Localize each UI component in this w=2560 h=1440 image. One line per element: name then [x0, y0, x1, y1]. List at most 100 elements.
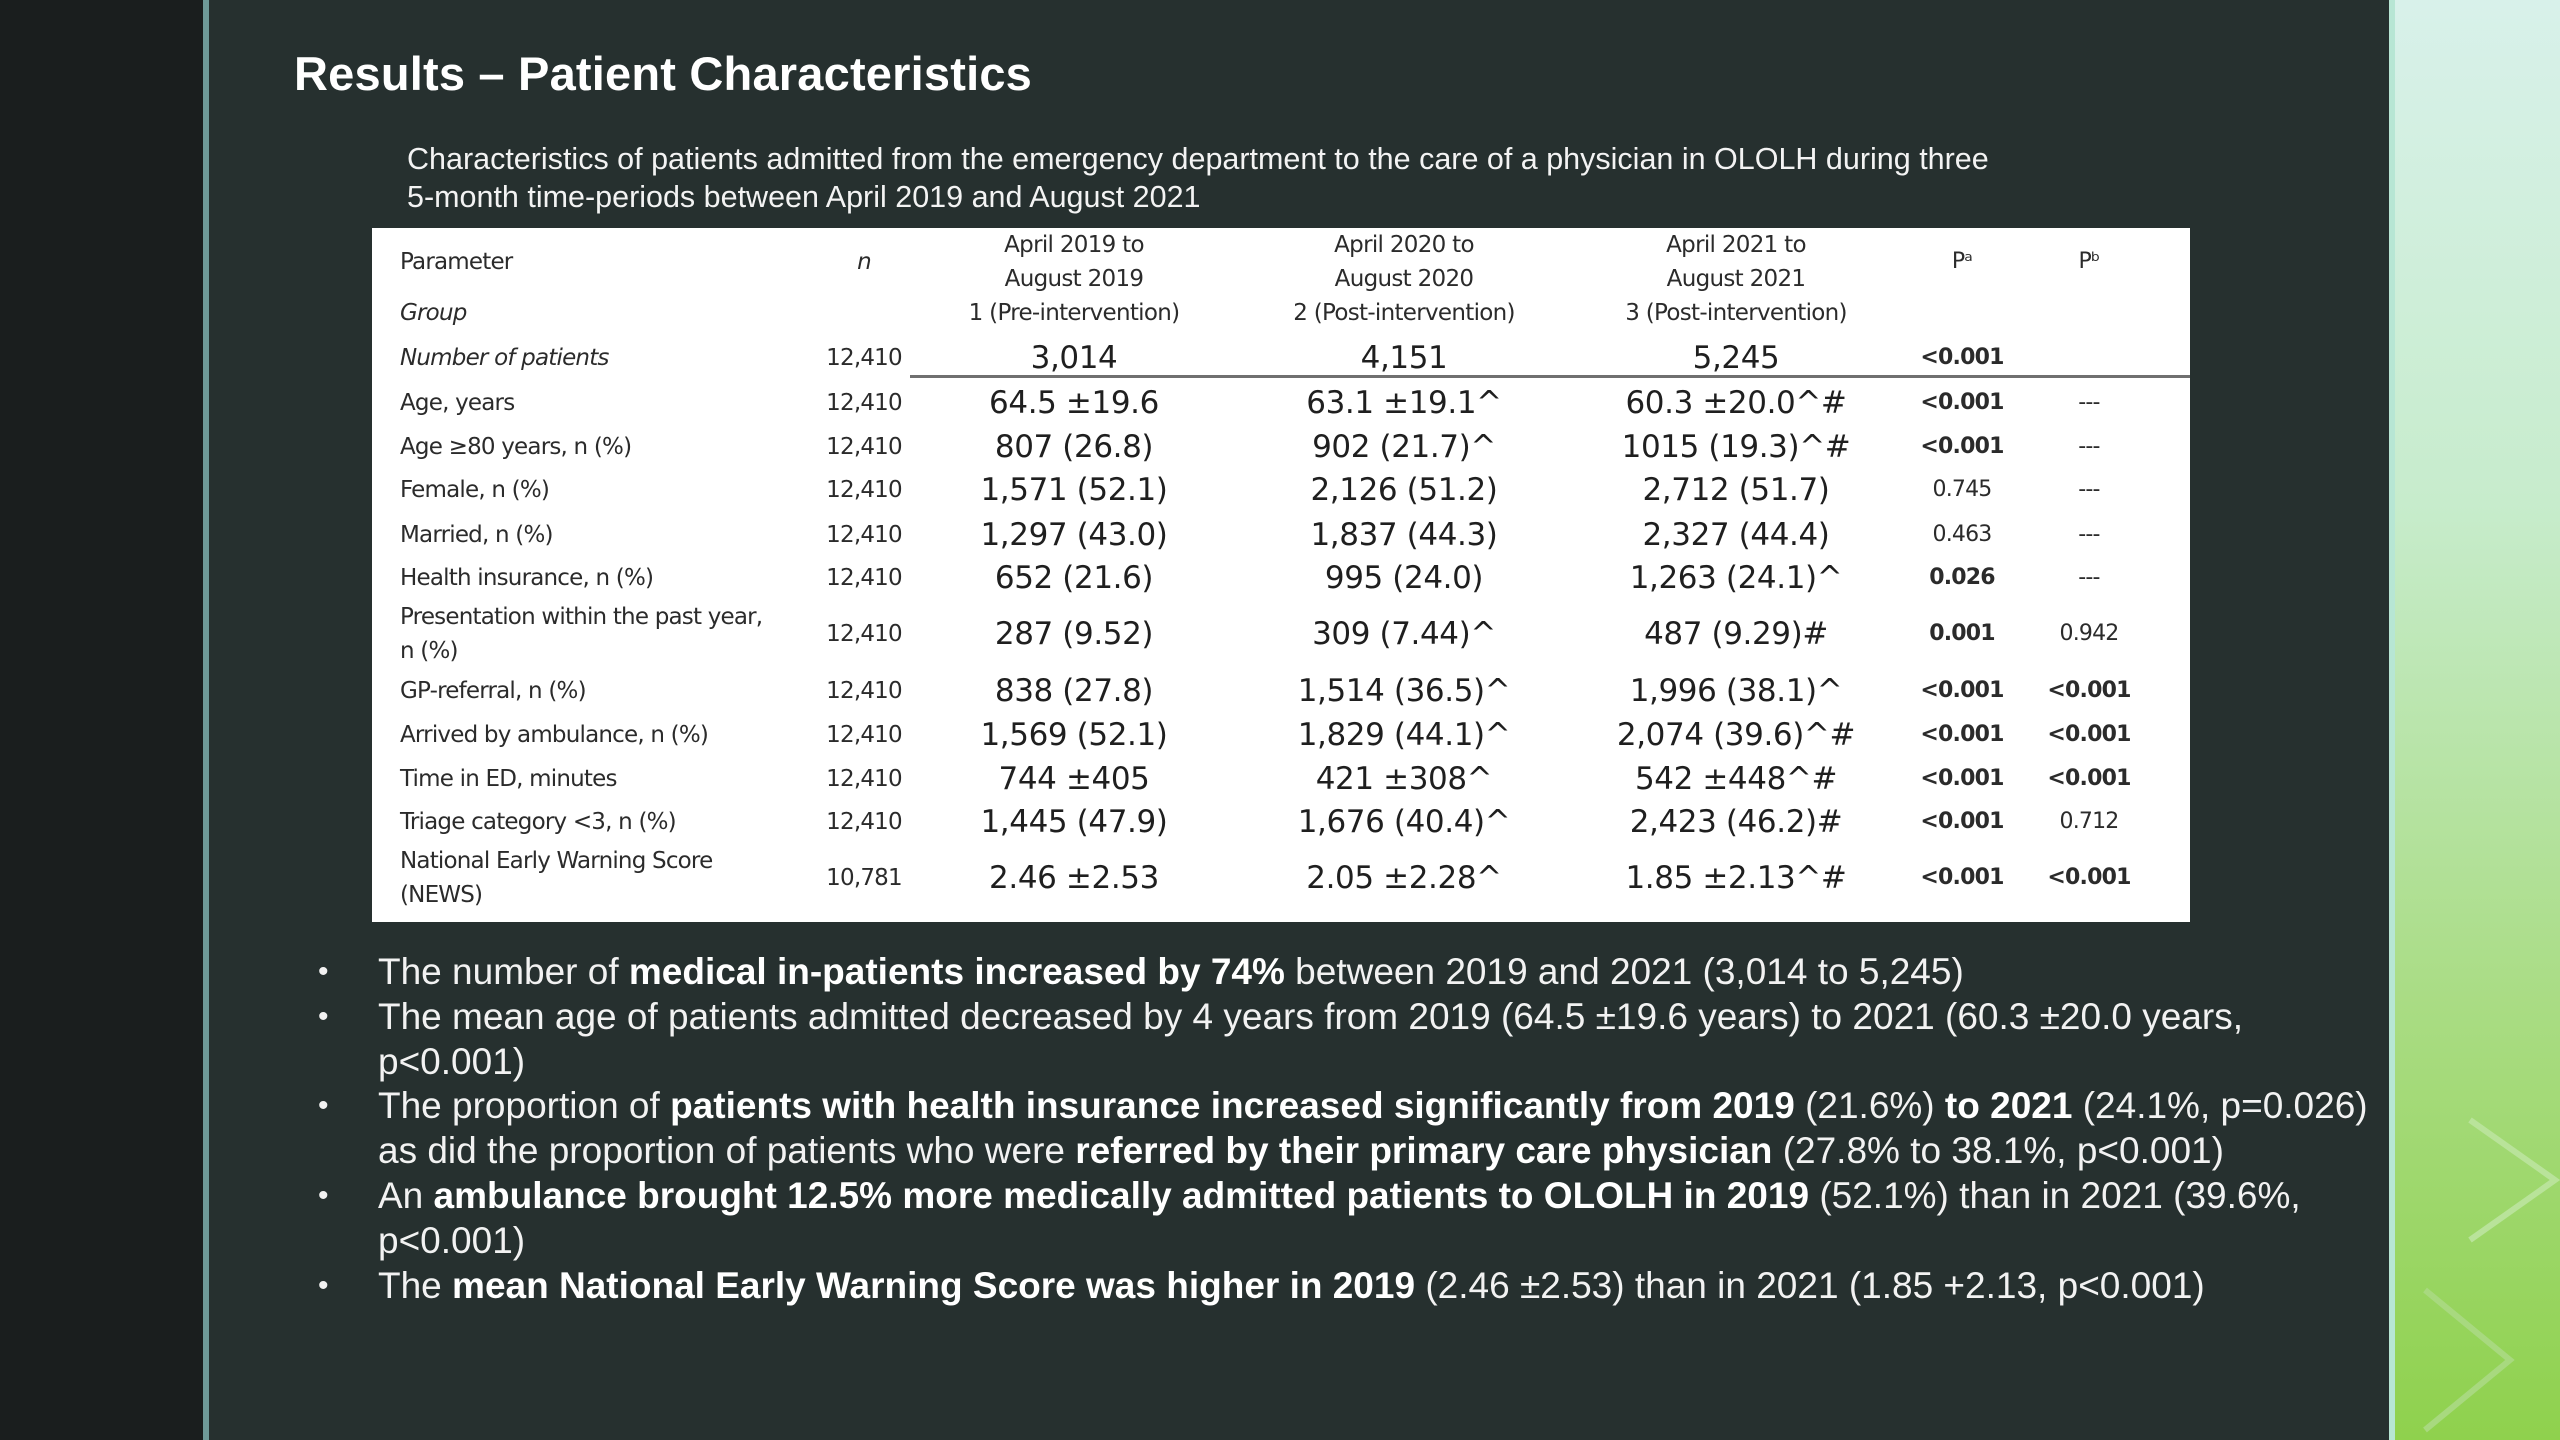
row-period-3-value: 60.3 ±20.0^#: [1625, 385, 1847, 421]
header-line: 3 (Post-intervention): [1625, 300, 1847, 326]
bullet-text: The: [378, 1264, 453, 1306]
bullet-item: • The number of medical in-patients incre…: [318, 950, 2368, 995]
header-period-3: April 2021 to August 2021 3 (Post-interv…: [1586, 228, 1886, 330]
header-line: August 2020: [1334, 266, 1474, 292]
row-p-b: <0.001: [2047, 678, 2131, 703]
row-period-1-value: 64.5 ±19.6: [989, 385, 1159, 421]
caption-line: Characteristics of patients admitted fro…: [407, 142, 1989, 176]
row-period-2-value: 1,514 (36.5)^: [1297, 673, 1511, 709]
row-p-b: <0.001: [2047, 722, 2131, 747]
row-p-b: ---: [2078, 477, 2100, 502]
bullet-dot: •: [318, 1089, 329, 1123]
bullet-item: • The mean National Early Warning Score w…: [318, 1264, 2368, 1309]
bullet-text: (2.46 ±2.53) than in 2021 (1.85 +2.13, p…: [1415, 1264, 2205, 1306]
row-period-2-value: 2.05 ±2.28^: [1306, 860, 1502, 896]
header-p-b: Pᵇ: [2078, 249, 2100, 274]
row-period-3-value: 542 ±448^#: [1634, 761, 1838, 797]
row-p-b: 0.712: [2059, 809, 2120, 834]
slide-title: Results – Patient Characteristics: [294, 47, 1033, 100]
row-p-b: 0.942: [2059, 621, 2120, 646]
row-parameter: Married, n (%): [400, 522, 554, 548]
bullet-text: between 2019 and 2021 (3,014 to 5,245): [1284, 951, 1964, 992]
row-p-b: ---: [2078, 434, 2100, 459]
row-parameter: GP-referral, n (%): [400, 678, 587, 704]
row-period-2-value: 63.1 ±19.1^: [1306, 385, 1502, 421]
left-margin: [0, 0, 203, 1440]
bullet-text: The number of: [378, 951, 629, 992]
row-parameter: Presentation within the past year, n (%): [400, 604, 763, 664]
row-period-1-value: 287 (9.52): [994, 616, 1154, 652]
row-period-3-value: 2,074 (39.6)^#: [1616, 717, 1856, 753]
header-line: August 2021: [1666, 266, 1806, 292]
characteristics-table: Parameter Group n April 2019 to August 2…: [372, 228, 2190, 922]
row-period-2-value: 2,126 (51.2): [1310, 472, 1498, 508]
row-period-2-value: 1,676 (40.4)^: [1297, 804, 1511, 840]
row-period-3-value: 1015 (19.3)^#: [1621, 429, 1851, 465]
row-period-1-value: 744 ±405: [998, 761, 1150, 797]
row-period-3-value: 1.85 ±2.13^#: [1625, 860, 1847, 896]
row-period-3-value: 2,423 (46.2)#: [1629, 804, 1843, 840]
row-period-2-value: 309 (7.44)^: [1312, 616, 1496, 652]
row-parameter: Age ≥80 years, n (%): [400, 434, 632, 460]
bullet-emphasis: ambulance brought 12.5% more medically a…: [433, 1174, 1810, 1216]
table-caption: Characteristics of patients admitted fro…: [407, 140, 2107, 216]
row-n: 12,410: [826, 565, 902, 591]
row-p-b: ---: [2078, 565, 2100, 590]
row-p-b: ---: [2078, 390, 2100, 415]
row-n: 12,410: [826, 477, 902, 503]
caption-line: 5-month time-periods between April 2019 …: [407, 180, 1201, 214]
right-accent-line: [2389, 0, 2395, 1440]
bullet-text: (52.1%) than in 2021 (39.6%, p<0.001): [378, 1174, 2301, 1261]
row-period-3-value: 487 (9.29)#: [1644, 616, 1828, 652]
row-period-1-value: 807 (26.8): [994, 429, 1154, 465]
bullet-text: (27.8% to 38.1%, p<0.001): [1772, 1130, 2224, 1172]
row-period-1-value: 1,569 (52.1): [980, 717, 1168, 753]
header-period-1: April 2019 to August 2019 1 (Pre-interve…: [924, 228, 1224, 330]
bullet-list: • The number of medical in-patients incre…: [318, 950, 2368, 1308]
row-period-2-value: 1,837 (44.3): [1310, 517, 1498, 553]
row-n: 12,410: [826, 434, 902, 460]
bullet-text: The proportion of: [378, 1085, 671, 1127]
row-period-2-value: 902 (21.7)^: [1312, 429, 1496, 465]
bullet-text: An: [378, 1174, 434, 1216]
bullet-text: The mean age of patients admitted decrea…: [378, 995, 2243, 1082]
header-period-2: April 2020 to August 2020 2 (Post-interv…: [1254, 228, 1554, 330]
header-group: Group: [400, 300, 467, 326]
left-accent-line: [203, 0, 209, 1440]
row-n: 12,410: [826, 766, 902, 792]
header-line: April 2019 to: [1004, 232, 1144, 258]
bullet-dot: •: [318, 1178, 329, 1212]
row-p-a: 0.745: [1932, 477, 1993, 502]
bullet-emphasis: referred by their primary care physician: [1075, 1130, 1773, 1172]
right-decor-panel: [2395, 0, 2560, 1440]
bullet-dot: •: [318, 955, 329, 988]
row-period-1-value: 1,571 (52.1): [980, 472, 1168, 508]
row-period-3-value: 1,263 (24.1)^: [1629, 560, 1843, 596]
row-period-1-value: 838 (27.8): [994, 673, 1154, 709]
row-period-1-value: 2.46 ±2.53: [989, 860, 1159, 896]
row-p-a: 0.463: [1932, 522, 1993, 547]
row-p-b: <0.001: [2047, 865, 2131, 890]
row-period-2-value: 4,151: [1360, 340, 1448, 376]
header-n: n: [857, 249, 872, 275]
bullet-text: (21.6%): [1794, 1085, 1945, 1127]
row-parameter: Health insurance, n (%): [400, 565, 654, 591]
row-p-a: <0.001: [1920, 722, 2004, 747]
chevron-decor-icon: [2423, 1117, 2560, 1433]
row-period-3-value: 1,996 (38.1)^: [1629, 673, 1843, 709]
row-parameter: Age, years: [400, 390, 515, 416]
row-period-3-value: 2,327 (44.4): [1642, 517, 1830, 553]
row-parameter: Time in ED, minutes: [400, 766, 617, 792]
row-period-1-value: 652 (21.6): [994, 560, 1154, 596]
header-line: April 2021 to: [1666, 232, 1806, 258]
bullet-emphasis: to 2021: [1944, 1085, 2073, 1127]
row-p-a: <0.001: [1920, 678, 2004, 703]
row-p-b: ---: [2078, 522, 2100, 547]
bullet-item: • The proportion of patients with health …: [318, 1084, 2368, 1174]
row-p-b: <0.001: [2047, 766, 2131, 791]
header-p-a: Pᵃ: [1951, 249, 1973, 274]
row-parameter: Arrived by ambulance, n (%): [400, 722, 709, 748]
row-period-2-value: 421 ±308^: [1315, 761, 1493, 797]
bullet-emphasis: medical in-patients increased by 74%: [628, 951, 1285, 992]
bullet-emphasis: mean National Early Warning Score was hi…: [452, 1264, 1416, 1306]
